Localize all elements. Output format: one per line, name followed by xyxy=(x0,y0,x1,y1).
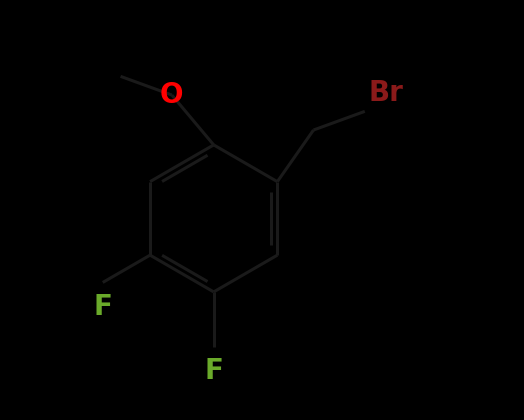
Text: F: F xyxy=(93,293,112,321)
Text: F: F xyxy=(204,357,223,385)
Text: O: O xyxy=(160,81,183,109)
Text: Br: Br xyxy=(369,79,404,107)
